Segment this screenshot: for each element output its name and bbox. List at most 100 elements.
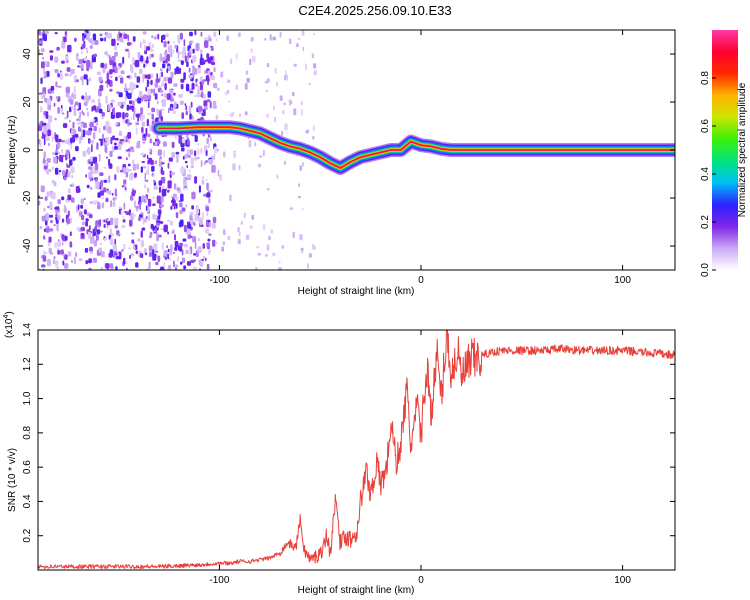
noise-speckle [84, 31, 87, 35]
noise-speckle [245, 234, 250, 240]
noise-speckle [272, 252, 276, 257]
noise-speckle [67, 210, 70, 217]
noise-speckle [147, 198, 152, 207]
noise-speckle [174, 196, 179, 201]
noise-speckle [106, 137, 110, 145]
noise-speckle [78, 139, 82, 144]
noise-speckle [204, 105, 208, 110]
snr-x-label: Height of straight line (km) [298, 585, 415, 596]
noise-speckle [57, 107, 60, 114]
noise-speckle [302, 46, 304, 52]
noise-speckle [41, 135, 44, 139]
noise-speckle [54, 167, 59, 175]
noise-speckle [147, 74, 151, 80]
noise-speckle [246, 77, 250, 83]
noise-speckle [81, 214, 85, 221]
noise-speckle [143, 165, 147, 169]
snr-y-axis: 0.2 0.4 0.6 0.8 1.0 1.2 1.4 [22, 323, 675, 543]
colorbar-tick-label: 0.8 [700, 71, 711, 85]
noise-speckle [108, 54, 111, 59]
noise-speckle [43, 137, 46, 146]
noise-speckle [162, 141, 167, 147]
noise-speckle [156, 100, 159, 105]
noise-speckle [198, 237, 200, 242]
noise-speckle [177, 39, 181, 44]
noise-speckle [175, 264, 179, 267]
noise-speckle [67, 188, 71, 194]
noise-speckle [102, 133, 104, 141]
noise-speckle [213, 154, 216, 160]
noise-speckle [200, 83, 203, 91]
noise-speckle [144, 44, 147, 51]
noise-speckle [157, 140, 161, 145]
noise-speckle [206, 263, 210, 270]
noise-speckle [171, 141, 175, 148]
noise-speckle [72, 134, 75, 143]
noise-speckle [89, 177, 92, 182]
noise-speckle [153, 185, 158, 190]
noise-speckle [129, 81, 134, 89]
noise-speckle [159, 158, 162, 163]
noise-speckle [51, 130, 53, 136]
noise-speckle [168, 157, 173, 162]
noise-speckle [46, 122, 51, 131]
noise-speckle [185, 83, 190, 92]
noise-speckle [181, 147, 185, 152]
noise-speckle [147, 112, 152, 116]
y-tick-label: 1.4 [22, 323, 33, 337]
noise-speckle [100, 267, 104, 270]
noise-speckle [189, 43, 192, 46]
noise-speckle [119, 141, 123, 144]
noise-speckle [56, 46, 60, 51]
noise-speckle [151, 53, 154, 58]
noise-speckle [70, 259, 74, 264]
noise-speckle [109, 88, 113, 92]
snr-background [38, 330, 675, 570]
noise-speckle [207, 134, 211, 138]
noise-speckle [194, 214, 199, 222]
noise-speckle [161, 170, 165, 175]
noise-speckle [120, 70, 125, 75]
noise-speckle [172, 251, 176, 254]
noise-speckle [170, 171, 175, 176]
noise-speckle [40, 185, 45, 193]
noise-speckle [154, 160, 157, 165]
noise-speckle [45, 220, 48, 226]
noise-speckle [191, 77, 194, 82]
noise-speckle [268, 235, 271, 241]
noise-speckle [56, 96, 59, 100]
noise-speckle [43, 235, 46, 240]
noise-speckle [152, 62, 156, 68]
noise-speckle [80, 235, 83, 240]
noise-speckle [179, 219, 184, 227]
noise-speckle [206, 182, 209, 191]
noise-speckle [40, 48, 45, 53]
noise-speckle [140, 107, 144, 115]
noise-speckle [266, 188, 270, 191]
noise-speckle [293, 63, 297, 67]
noise-speckle [141, 126, 144, 133]
noise-speckle [179, 202, 183, 208]
noise-speckle [155, 261, 159, 266]
noise-speckle [107, 192, 112, 195]
noise-speckle [145, 216, 148, 220]
noise-speckle [197, 156, 200, 160]
noise-speckle [207, 77, 209, 86]
noise-speckle [251, 51, 254, 54]
y-tick-label: 0.8 [22, 425, 33, 439]
noise-speckle [55, 149, 58, 154]
noise-speckle [157, 149, 162, 156]
noise-speckle [69, 231, 72, 237]
noise-speckle [46, 98, 51, 105]
noise-speckle [65, 33, 68, 37]
noise-speckle [108, 126, 112, 134]
noise-speckle [68, 171, 71, 177]
noise-speckle [108, 32, 112, 39]
noise-speckle [202, 193, 208, 197]
ridge-band [157, 126, 675, 169]
noise-speckle [75, 79, 78, 83]
noise-speckle [181, 249, 184, 256]
noise-speckle [127, 139, 131, 144]
noise-speckle [82, 129, 85, 138]
noise-speckle [200, 49, 203, 54]
